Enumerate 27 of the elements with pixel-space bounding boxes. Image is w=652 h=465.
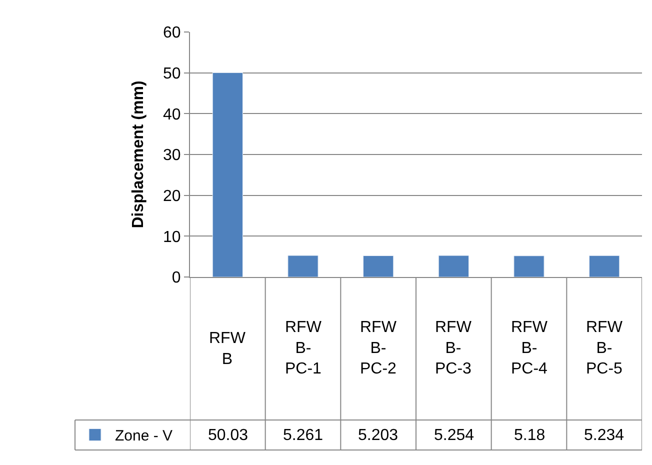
bar: [438, 255, 469, 277]
x-tick-label: RFWB-PC-4: [511, 319, 548, 378]
data-label: 5.18: [514, 427, 546, 444]
y-tick-label: 0: [172, 270, 181, 287]
data-label: 5.254: [434, 427, 474, 444]
legend-label: Zone - V: [115, 428, 173, 445]
data-label: 50.03: [208, 427, 248, 444]
y-tick-label: 20: [163, 188, 181, 205]
y-tick-label: 30: [163, 147, 181, 164]
bar: [589, 255, 620, 277]
bar: [288, 255, 318, 277]
x-tick-label: RFWB-PC-5: [586, 319, 624, 378]
x-tick-label: RFWB: [209, 330, 246, 368]
y-axis-title: Displacement (mm): [130, 80, 147, 228]
bar: [212, 72, 243, 277]
x-tick-label: RFWB-PC-2: [360, 319, 398, 378]
bar: [363, 256, 394, 277]
x-tick-label: RFWB-PC-3: [435, 319, 472, 378]
data-label: 5.234: [584, 427, 624, 444]
y-tick-label: 50: [163, 65, 181, 82]
y-tick-label: 40: [163, 106, 181, 124]
bar: [514, 256, 544, 277]
y-tick-label: 60: [163, 24, 181, 42]
y-tick-label: 10: [163, 228, 181, 246]
x-tick-label: RFWB-PC-1: [285, 319, 322, 378]
data-label: 5.261: [283, 427, 324, 444]
data-label: 5.203: [358, 427, 398, 444]
